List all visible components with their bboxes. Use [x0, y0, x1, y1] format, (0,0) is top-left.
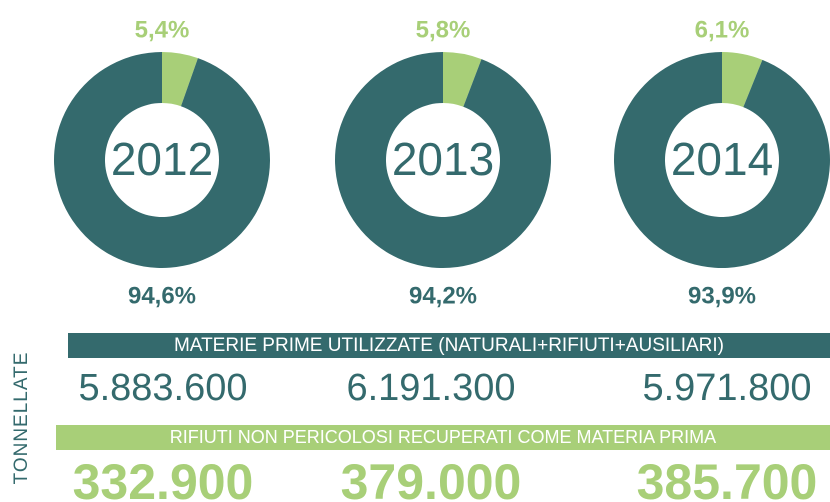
donut-slice: [335, 52, 551, 268]
donut-slice: [443, 52, 482, 107]
value-label: 5,4%: [135, 16, 190, 43]
donut-slice: [53, 52, 271, 268]
row-value: 385.700: [637, 454, 818, 502]
value-label: 5,8%: [416, 16, 471, 43]
donut-center-label: 2013: [392, 133, 494, 185]
row-bar: [68, 333, 830, 358]
donut-slice: [162, 52, 198, 107]
unit-label: TONNELLATE: [11, 352, 32, 485]
row-bar: [56, 425, 830, 450]
value-label: 93,9%: [688, 282, 756, 309]
value-label: 94,2%: [409, 282, 477, 309]
row-value: 379.000: [341, 454, 522, 502]
donut-center-label: 2012: [111, 133, 213, 185]
row-value: 332.900: [73, 454, 254, 502]
row-value: 5.883.600: [78, 367, 247, 409]
row-label: MATERIE PRIME UTILIZZATE (NATURALI+RIFIU…: [174, 335, 724, 356]
row-value: 5.971.800: [642, 367, 811, 409]
donut-slice: [614, 52, 830, 268]
row-value: 6.191.300: [346, 367, 515, 409]
row-label: RIFIUTI NON PERICOLOSI RECUPERATI COME M…: [170, 427, 716, 447]
donut-center-label: 2014: [671, 133, 773, 185]
value-label: 94,6%: [128, 282, 196, 309]
value-label: 6,1%: [695, 16, 750, 43]
donut-slice: [722, 52, 763, 108]
